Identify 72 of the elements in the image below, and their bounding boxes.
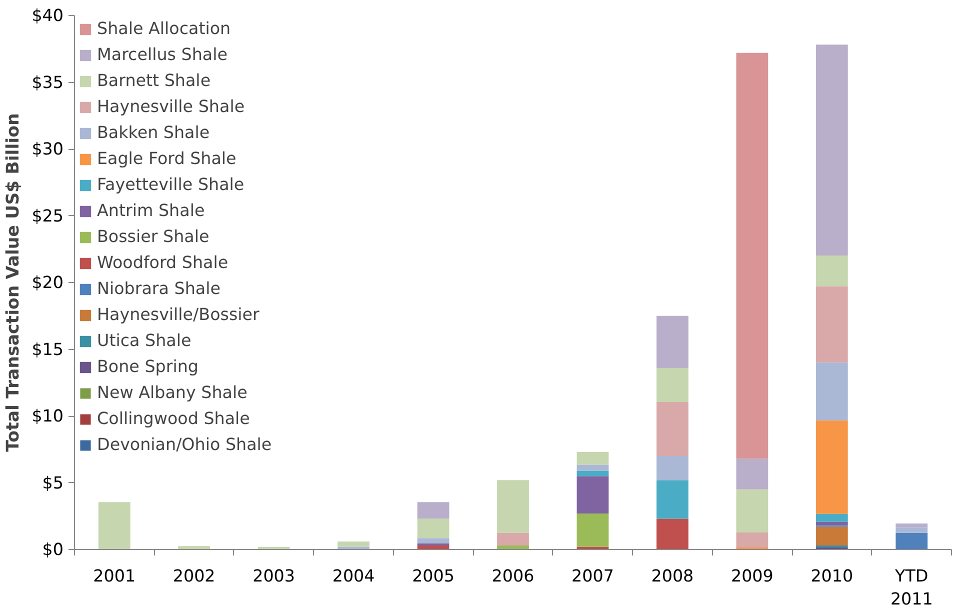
legend-label: Haynesville/Bossier	[97, 305, 260, 324]
bar	[338, 541, 370, 547]
bar	[816, 44, 848, 256]
legend-label: Fayetteville Shale	[97, 175, 244, 194]
y-tick-label: $35	[32, 72, 64, 92]
legend-label: Bakken Shale	[97, 123, 210, 142]
legend-label: Shale Allocation	[97, 19, 231, 38]
bar	[576, 464, 609, 471]
y-tick-label: $10	[32, 406, 64, 426]
bar	[576, 470, 609, 476]
bar	[816, 362, 848, 420]
y-tick-label: $30	[32, 140, 64, 158]
bar	[816, 526, 848, 546]
legend-label: New Albany Shale	[97, 383, 248, 402]
legend-label: Collingwood Shale	[97, 409, 250, 428]
bar	[736, 532, 768, 548]
legend-label: Antrim Shale	[97, 201, 205, 220]
bar	[656, 368, 688, 402]
y-tick-label: $40	[32, 6, 64, 25]
x-tick-label: 2008	[651, 566, 694, 586]
bar	[656, 480, 688, 519]
x-tick-label: YTD 2011	[890, 566, 933, 608]
bar	[736, 52, 768, 459]
y-tick-label: $25	[32, 206, 64, 226]
legend-label: Eagle Ford Shale	[97, 149, 236, 168]
legend-label: Niobrara Shale	[97, 279, 220, 298]
x-tick-label: 2001	[93, 566, 136, 586]
x-tick-label: 2007	[572, 566, 614, 586]
bar	[816, 522, 848, 526]
x-tick-label: 2009	[730, 566, 774, 586]
y-tick-label: $20	[32, 273, 64, 292]
y-tick-label: $0	[42, 540, 64, 559]
y-axis-title: Total Transaction Value US$ Billion	[4, 113, 24, 452]
bar	[896, 523, 928, 528]
x-tick-label: 2002	[172, 566, 216, 586]
bar	[656, 518, 688, 550]
x-tick-label: 2010	[810, 566, 854, 586]
x-tick-label: 2004	[332, 566, 375, 586]
bar	[576, 452, 609, 465]
legend-label: Bossier Shale	[97, 227, 210, 246]
bar	[417, 518, 450, 538]
bar	[497, 532, 529, 546]
bar	[576, 476, 609, 514]
x-tick-label: 2006	[492, 566, 534, 586]
bar	[736, 489, 768, 533]
bar	[816, 256, 848, 286]
legend-label: Barnett Shale	[97, 71, 211, 90]
bar	[896, 527, 928, 533]
bar	[736, 458, 768, 490]
bar	[816, 514, 848, 522]
bar	[417, 502, 450, 519]
bar	[656, 456, 688, 480]
bar	[417, 538, 450, 544]
y-tick-label: $15	[32, 340, 64, 359]
x-tick-label: 2005	[412, 566, 454, 586]
bar	[816, 420, 848, 514]
bar	[576, 513, 609, 547]
bar	[896, 532, 928, 550]
legend-label: Woodford Shale	[97, 253, 228, 272]
bar	[816, 286, 848, 362]
legend-label: Devonian/Ohio Shale	[97, 435, 272, 454]
legend-label: Marcellus Shale	[97, 45, 228, 64]
x-tick-label: 2003	[252, 566, 296, 586]
y-tick-label: $5	[42, 473, 64, 492]
bar	[497, 480, 529, 533]
legend-label: Haynesville Shale	[97, 97, 245, 116]
legend-label: Utica Shale	[97, 331, 192, 350]
bar	[178, 546, 210, 550]
bar	[656, 402, 688, 456]
bar	[98, 502, 130, 550]
bar	[656, 316, 688, 368]
legend-label: Bone Spring	[97, 357, 198, 376]
